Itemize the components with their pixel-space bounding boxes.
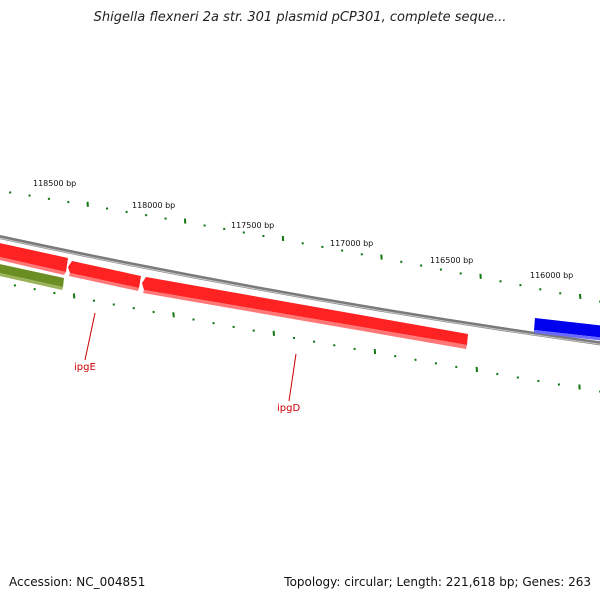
scale-label-117000: 117000 bp bbox=[330, 239, 373, 248]
gene-ipge[interactable] bbox=[68, 261, 141, 288]
gene-features bbox=[0, 242, 600, 349]
plasmid-backbone bbox=[0, 235, 600, 346]
scale-label-118500: 118500 bp bbox=[33, 179, 76, 188]
gene-label-ipge[interactable]: ipgE bbox=[74, 362, 96, 373]
gene-ipgd-shadow bbox=[143, 290, 467, 349]
ipge-leader-line bbox=[84, 312, 96, 361]
ipgd-leader-line bbox=[288, 353, 297, 402]
gene-blue-shadow bbox=[534, 330, 600, 341]
scale-label-117500: 117500 bp bbox=[231, 221, 274, 230]
gene-left-red[interactable] bbox=[0, 242, 68, 272]
gene-label-ipgd[interactable]: ipgD bbox=[277, 403, 300, 414]
plasmid-backbone-highlight bbox=[0, 237, 600, 345]
map-title: Shigella flexneri 2a str. 301 plasmid pC… bbox=[93, 10, 507, 25]
scale-label-118000: 118000 bp bbox=[132, 201, 175, 210]
gene-ipge-shadow bbox=[69, 273, 139, 291]
gene-blue[interactable] bbox=[534, 318, 600, 338]
scale-label-116000: 116000 bp bbox=[530, 271, 573, 280]
tick-major bbox=[172, 312, 175, 318]
scale-label-116500: 116500 bp bbox=[430, 256, 473, 265]
accession-text: Accession: NC_004851 bbox=[9, 575, 146, 589]
tick-row-outer bbox=[9, 191, 600, 303]
topology-text: Topology: circular; Length: 221,618 bp; … bbox=[284, 575, 591, 589]
tick-row-inner bbox=[13, 284, 600, 393]
gene-ipgd[interactable] bbox=[142, 277, 468, 345]
gene-olive[interactable] bbox=[0, 263, 64, 287]
gene-left-red-shadow bbox=[0, 257, 66, 275]
gene-olive-shadow bbox=[0, 273, 63, 290]
